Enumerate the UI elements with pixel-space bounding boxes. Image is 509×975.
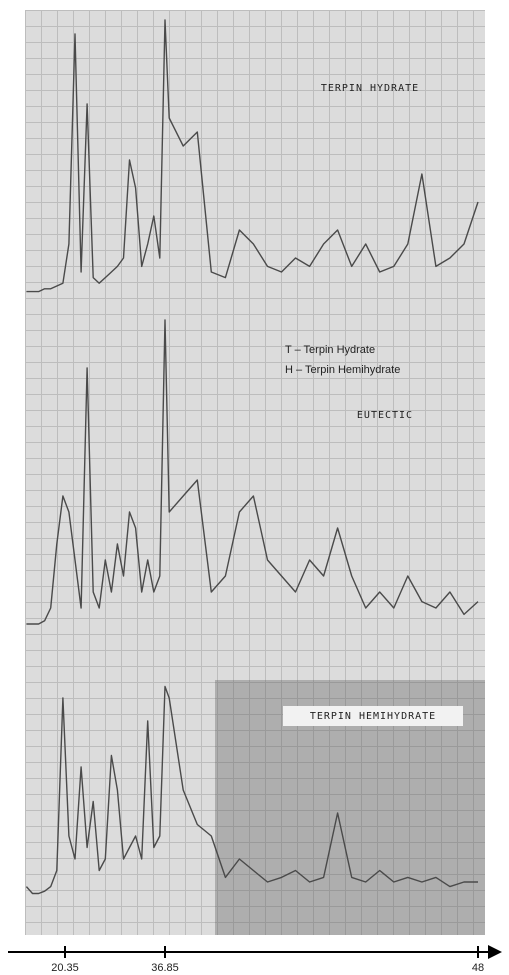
trace-label: TERPIN HYDRATE	[321, 83, 419, 94]
x-tick-label: 48	[472, 962, 484, 974]
label-box	[283, 706, 463, 726]
trace-label: TERPIN HEMIHYDRATE	[310, 711, 436, 722]
x-tick-label: 36.85	[151, 962, 179, 974]
trace	[26, 19, 479, 293]
trace	[26, 319, 479, 625]
x-tick-label: 20.35	[51, 962, 79, 974]
axis-arrow	[488, 945, 502, 959]
annotation: H – Terpin Hemihydrate	[285, 364, 400, 376]
chart-paper	[25, 10, 485, 935]
annotation: T – Terpin Hydrate	[285, 344, 375, 356]
trace-label: EUTECTIC	[357, 410, 413, 421]
trace	[25, 685, 478, 895]
